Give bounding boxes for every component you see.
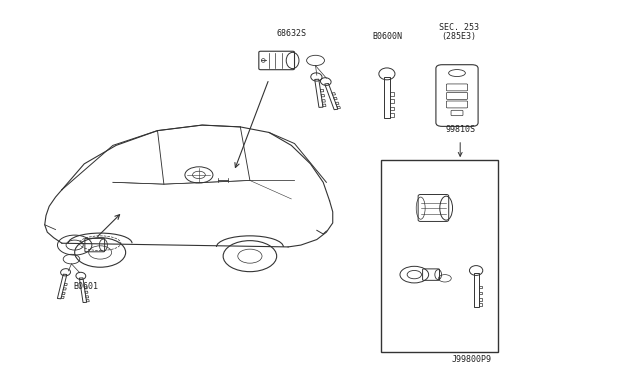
Bar bbox=[474, 273, 479, 307]
Text: B0600N: B0600N bbox=[372, 32, 402, 41]
Text: J99800P9: J99800P9 bbox=[452, 355, 492, 364]
Text: 68632S: 68632S bbox=[276, 29, 307, 38]
Text: B0601: B0601 bbox=[73, 282, 98, 291]
Bar bbox=[381, 160, 499, 352]
Bar bbox=[58, 274, 67, 299]
Text: SEC. 253
(285E3): SEC. 253 (285E3) bbox=[439, 23, 479, 41]
Bar bbox=[79, 278, 86, 302]
Bar bbox=[324, 83, 338, 110]
Bar bbox=[384, 77, 390, 118]
Text: 99810S: 99810S bbox=[445, 125, 475, 134]
Bar bbox=[315, 79, 323, 108]
